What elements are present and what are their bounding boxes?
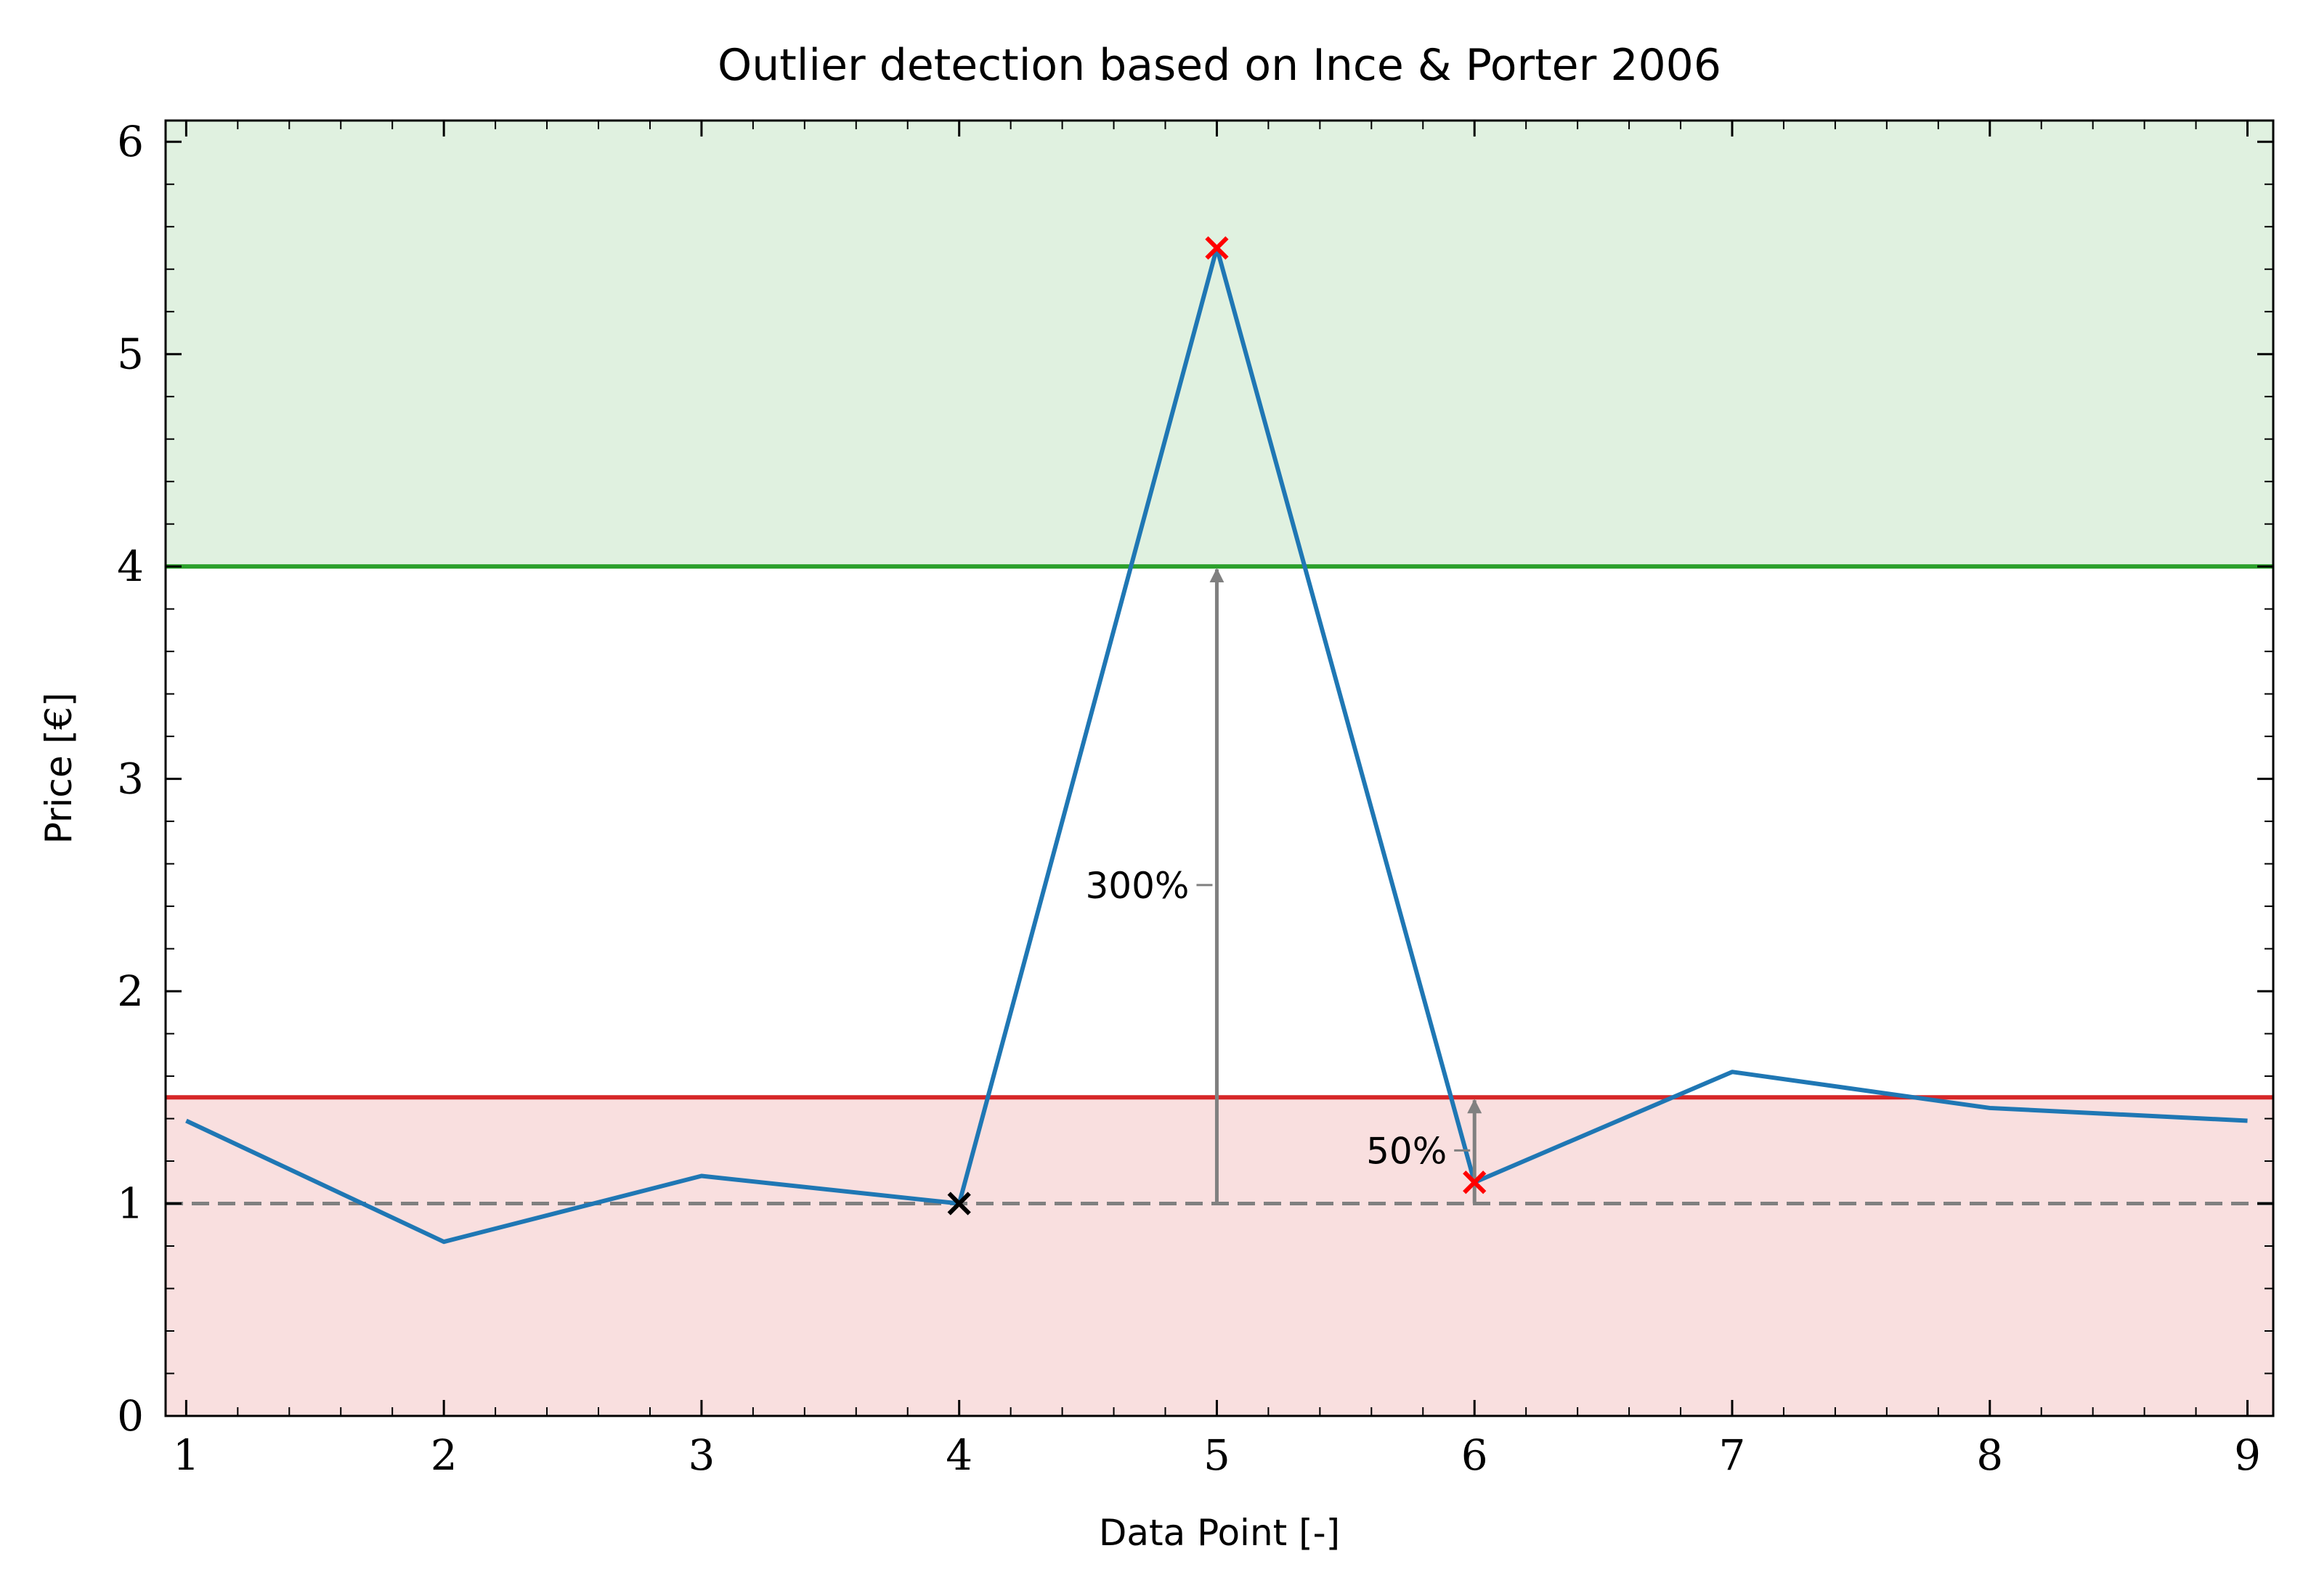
x-tick-label-8: 8 bbox=[1976, 1430, 2003, 1480]
y-tick-label-1: 1 bbox=[117, 1179, 144, 1229]
chart-title: Outlier detection based on Ince & Porter… bbox=[718, 40, 1721, 91]
background-bands bbox=[166, 121, 2273, 1416]
annotation-label-1: 50% bbox=[1366, 1130, 1447, 1172]
band-1 bbox=[166, 1097, 2273, 1416]
markers-layer bbox=[947, 236, 1487, 1216]
band-0 bbox=[166, 121, 2273, 567]
data-point-3 bbox=[699, 1174, 704, 1178]
data-point-2 bbox=[442, 1239, 446, 1244]
x-tick-label-1: 1 bbox=[173, 1430, 200, 1480]
x-tick-label-6: 6 bbox=[1461, 1430, 1488, 1480]
y-tick-label-5: 5 bbox=[117, 330, 144, 379]
y-tick-label-6: 6 bbox=[117, 117, 144, 166]
x-tick-label-9: 9 bbox=[2234, 1430, 2261, 1480]
data-point-7 bbox=[1730, 1070, 1734, 1074]
annotations-layer: 300% 50% bbox=[1085, 568, 1482, 1204]
x-tick-label-3: 3 bbox=[688, 1430, 715, 1480]
x-tick-label-7: 7 bbox=[1719, 1430, 1746, 1480]
marker-2 bbox=[1463, 1170, 1487, 1194]
y-tick-label-4: 4 bbox=[117, 542, 144, 591]
marker-2-stroke-b bbox=[1463, 1170, 1487, 1194]
x-tick-label-4: 4 bbox=[946, 1430, 972, 1480]
annotation-label-0: 300% bbox=[1085, 865, 1189, 907]
marker-0-stroke-b bbox=[947, 1192, 971, 1216]
y-axis-label: Price [€] bbox=[38, 693, 80, 844]
marker-1 bbox=[1205, 236, 1229, 260]
y-tick-label-2: 2 bbox=[117, 966, 144, 1016]
y-tick-label-0: 0 bbox=[117, 1391, 144, 1441]
data-point-1 bbox=[184, 1118, 188, 1123]
marker-1-stroke-b bbox=[1205, 236, 1229, 260]
x-axis-label: Data Point [-] bbox=[1099, 1512, 1340, 1554]
plot-frame bbox=[164, 119, 2275, 1417]
y-tick-label-3: 3 bbox=[117, 754, 144, 804]
x-tick-label-5: 5 bbox=[1203, 1430, 1230, 1480]
x-tick-label-2: 2 bbox=[431, 1430, 458, 1480]
data-point-8 bbox=[1988, 1106, 1992, 1110]
data-point-9 bbox=[2246, 1118, 2250, 1123]
marker-0 bbox=[947, 1192, 971, 1216]
